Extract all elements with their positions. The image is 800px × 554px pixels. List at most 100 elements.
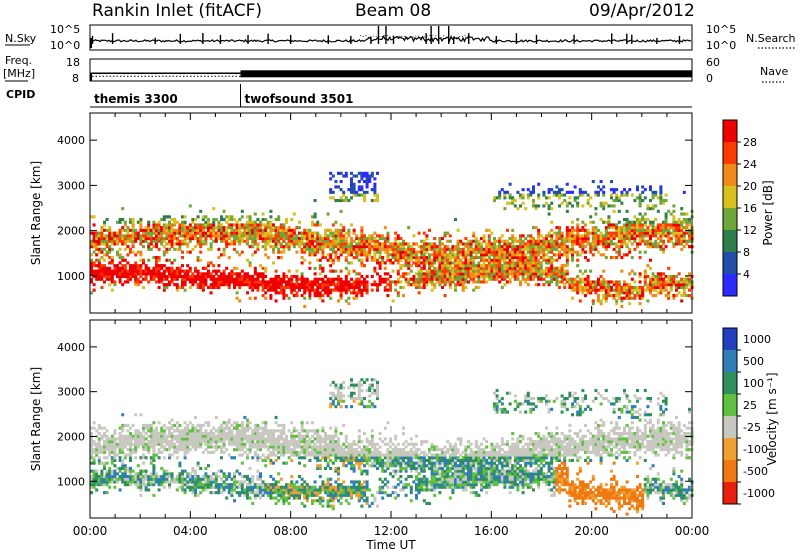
heatmap-cell	[667, 239, 671, 243]
heatmap-cell	[451, 275, 455, 279]
heatmap-cell	[162, 475, 166, 479]
heatmap-cell	[110, 448, 114, 452]
heatmap-cell	[490, 266, 494, 270]
heatmap-cell	[464, 237, 468, 241]
heatmap-cell	[321, 242, 325, 246]
heatmap-cell	[240, 239, 244, 243]
heatmap-cell	[607, 245, 611, 249]
heatmap-cell	[435, 272, 439, 276]
heatmap-cell	[563, 269, 567, 273]
heatmap-cell	[638, 296, 642, 300]
heatmap-cell	[230, 483, 234, 487]
heatmap-cell	[209, 237, 213, 241]
heatmap-cell	[162, 283, 166, 287]
heatmap-cell	[498, 190, 502, 194]
heatmap-cell	[485, 245, 489, 249]
heatmap-cell	[303, 288, 307, 292]
heatmap-cell	[256, 493, 260, 497]
heatmap-cell	[181, 220, 184, 224]
heatmap-cell	[628, 285, 632, 289]
heatmap-cell	[212, 239, 216, 243]
heatmap-cell	[633, 296, 637, 300]
heatmap-cell	[506, 280, 509, 284]
heatmap-cell	[493, 253, 496, 257]
heatmap-cell	[688, 288, 691, 292]
heatmap-cell	[469, 272, 473, 276]
heatmap-cell	[383, 250, 387, 254]
heatmap-cell	[498, 266, 502, 270]
heatmap-cell	[389, 280, 392, 284]
heatmap-cell	[607, 285, 611, 289]
heatmap-cell	[451, 245, 455, 249]
heatmap-cell	[181, 485, 184, 489]
heatmap-cell	[552, 272, 556, 276]
heatmap-cell	[633, 228, 637, 232]
heatmap-cell	[454, 258, 457, 262]
heatmap-cell	[576, 196, 580, 200]
heatmap-cell	[103, 432, 106, 436]
heatmap-cell	[222, 275, 226, 279]
heatmap-cell	[165, 285, 169, 289]
heatmap-cell	[313, 231, 317, 235]
heatmap-cell	[118, 231, 122, 235]
heatmap-cell	[186, 423, 190, 427]
heatmap-cell	[508, 193, 512, 197]
heatmap-cell	[584, 239, 587, 243]
heatmap-cell	[456, 277, 460, 281]
heatmap-cell	[191, 218, 195, 222]
heatmap-cell	[110, 442, 114, 446]
heatmap-cell	[108, 275, 112, 279]
heatmap-cell	[217, 247, 221, 251]
heatmap-cell	[532, 275, 535, 279]
heatmap-cell	[495, 239, 499, 243]
heatmap-cell	[532, 256, 535, 260]
heatmap-cell	[279, 231, 283, 235]
heatmap-cell	[311, 242, 314, 246]
heatmap-cell	[688, 223, 691, 227]
heatmap-cell	[199, 466, 203, 470]
heatmap-cell	[147, 480, 151, 484]
heatmap-cell	[456, 266, 460, 270]
heatmap-cell	[147, 488, 151, 492]
heatmap-cell	[152, 456, 156, 460]
heatmap-cell	[563, 253, 567, 257]
heatmap-cell	[498, 247, 502, 251]
heatmap-cell	[292, 239, 296, 243]
heatmap-cell	[433, 261, 437, 265]
heatmap-cell	[446, 239, 450, 243]
heatmap-cell	[337, 285, 340, 289]
heatmap-cell	[443, 247, 447, 251]
heatmap-cell	[256, 483, 260, 487]
heatmap-cell	[298, 242, 301, 246]
heatmap-cell	[305, 228, 309, 232]
heatmap-cell	[165, 237, 169, 241]
heatmap-cell	[90, 242, 93, 246]
heatmap-cell	[168, 266, 171, 270]
heatmap-cell	[136, 280, 140, 284]
heatmap-cell	[233, 456, 236, 460]
heatmap-cell	[105, 275, 109, 279]
heatmap-cell	[480, 280, 483, 284]
heatmap-cell	[142, 285, 145, 289]
heatmap-cell	[246, 423, 249, 427]
heatmap-cell	[191, 477, 195, 481]
heatmap-cell	[612, 204, 616, 208]
heatmap-cell	[227, 280, 231, 284]
heatmap-cell	[183, 237, 187, 241]
heatmap-cell	[682, 237, 686, 241]
heatmap-cell	[519, 204, 522, 208]
heatmap-cell	[376, 171, 379, 175]
heatmap-cell	[537, 242, 541, 246]
heatmap-cell	[110, 237, 114, 241]
heatmap-cell	[222, 475, 226, 479]
heatmap-cell	[602, 185, 606, 189]
heatmap-cell	[454, 272, 457, 276]
heatmap-cell	[599, 280, 603, 284]
heatmap-cell	[274, 234, 278, 238]
heatmap-cell	[365, 285, 369, 289]
heatmap-cell	[118, 466, 122, 470]
heatmap-cell	[542, 245, 546, 249]
heatmap-cell	[511, 250, 515, 254]
heatmap-cell	[495, 258, 499, 262]
heatmap-cell	[511, 275, 515, 279]
